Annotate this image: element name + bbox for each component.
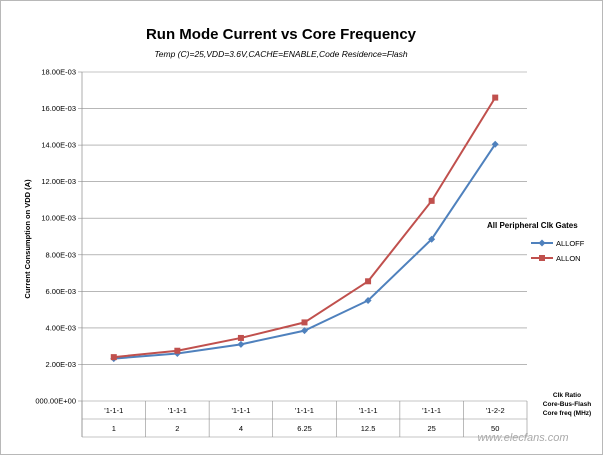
- y-tick-label: 000.00E+00: [35, 397, 76, 406]
- clk-ratio-label: '1-1-1: [295, 406, 314, 415]
- legend-marker: [539, 255, 545, 261]
- legend-marker: [538, 239, 546, 247]
- data-point: [428, 197, 435, 204]
- data-point: [301, 319, 308, 326]
- legend: All Peripheral Clk Gates ALLOFF ALLON: [487, 221, 585, 263]
- data-point: [237, 340, 245, 348]
- y-tick-labels: 000.00E+00 2.00E-03 4.00E-03 6.00E-03 8.00E-…: [35, 68, 76, 406]
- category-table: '1-1-1 '1-1-1 '1-1-1 '1-1-1 '1-1-1 '1-1-1 '1-2…: [81, 392, 591, 438]
- x-category-label: 2: [175, 424, 179, 433]
- data-point: [301, 327, 308, 335]
- watermark-text: www.elecfans.com: [477, 432, 568, 444]
- clk-ratio-label: '1-2-2: [486, 406, 505, 415]
- x-category-label: 4: [239, 424, 243, 433]
- y-tick-label: 4.00E-03: [46, 323, 76, 332]
- chart-title: Run Mode Current vs Core Frequency: [146, 26, 417, 43]
- data-point: [110, 354, 117, 361]
- clk-ratio-label: '1-1-1: [422, 406, 441, 415]
- x-category-label: 50: [491, 424, 499, 433]
- data-point: [364, 296, 372, 304]
- series-layer: [110, 94, 499, 363]
- clk-ratio-label: '1-1-1: [168, 406, 187, 415]
- y-tick-label: 2.00E-03: [46, 360, 76, 369]
- data-point: [174, 347, 181, 354]
- y-tick-label: 10.00E-03: [41, 214, 76, 223]
- chart-subtitle: Temp (C)=25,VDD=3.6V,CACHE=ENABLE,Code R…: [154, 49, 408, 59]
- data-point: [492, 94, 499, 101]
- clk-ratio-label: '1-1-1: [359, 406, 378, 415]
- x-category-label: 6.25: [297, 424, 312, 433]
- table-row-title: Core-Bus-Flash: [543, 401, 591, 408]
- table-row-title: Core freq (MHz): [543, 410, 591, 417]
- legend-label: ALLOFF: [556, 239, 585, 248]
- y-axis-label: Current Consumption on VDD (A): [23, 179, 32, 299]
- x-category-label: 25: [427, 424, 435, 433]
- y-tick-label: 8.00E-03: [46, 250, 76, 259]
- y-tick-label: 14.00E-03: [41, 141, 76, 150]
- data-point: [365, 278, 372, 285]
- y-tick-label: 6.00E-03: [46, 287, 76, 296]
- data-point: [428, 235, 436, 243]
- y-tick-label: 12.00E-03: [41, 177, 76, 186]
- table-row-title: Clk Ratio: [553, 392, 581, 399]
- y-tick-label: 18.00E-03: [41, 68, 76, 77]
- series-line-alloff: [113, 143, 497, 360]
- clk-ratio-label: '1-1-1: [104, 406, 123, 415]
- y-tick-label: 16.00E-03: [41, 104, 76, 113]
- grid-layer: [78, 71, 527, 437]
- x-category-label: 1: [112, 424, 116, 433]
- series-line-allon: [113, 97, 497, 359]
- x-category-label: 12.5: [361, 424, 376, 433]
- data-point: [491, 140, 499, 148]
- legend-label: ALLON: [556, 254, 581, 263]
- legend-title: All Peripheral Clk Gates: [487, 221, 578, 230]
- data-point: [237, 334, 244, 341]
- clk-ratio-label: '1-1-1: [231, 406, 250, 415]
